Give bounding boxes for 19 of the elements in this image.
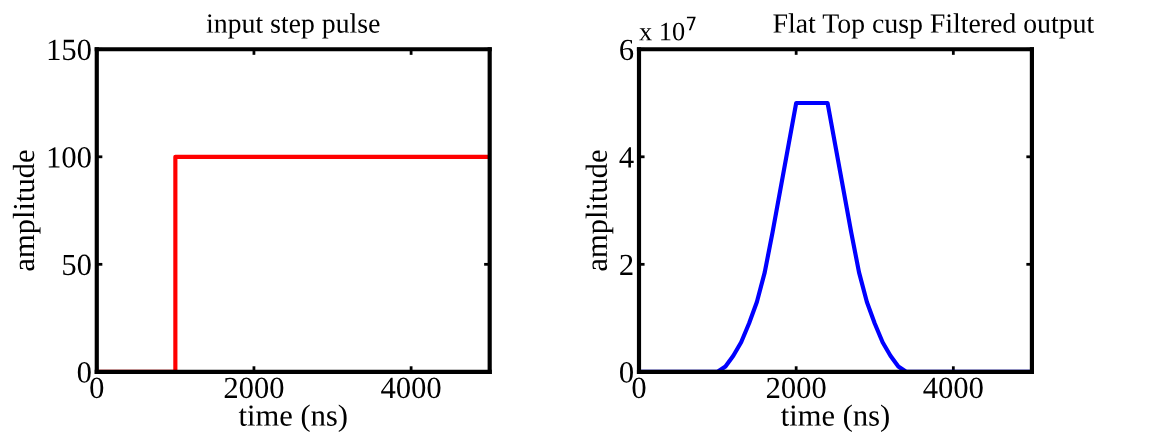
x-tick-label: 2000 [224,377,284,399]
y-tick-label: 100 [48,147,91,168]
text: x 10$^{7}$ [639,16,696,41]
x-axis-title: time (ns) [781,404,889,433]
y-axis-title: amplitude [12,150,41,271]
y-axis-title: amplitude [585,150,614,271]
chart-title: Flat Top cusp Filtered output [773,13,1095,39]
y-tick-label: 4 [619,147,634,168]
x-tick-label: 4000 [923,377,983,399]
x-axis-title: time (ns) [238,404,347,433]
x-tick-label: 4000 [381,377,441,399]
y-tick-label: 6 [620,39,634,61]
y-tick-label: 0 [620,362,633,383]
chart-title: input step pulse [206,13,380,39]
y-tick-label: 150 [48,39,91,61]
x-tick-label: 2000 [766,377,826,399]
y-tick-label: 50 [63,254,91,276]
y-tick-label: 2 [620,254,633,275]
y-tick-label: 0 [77,362,91,383]
